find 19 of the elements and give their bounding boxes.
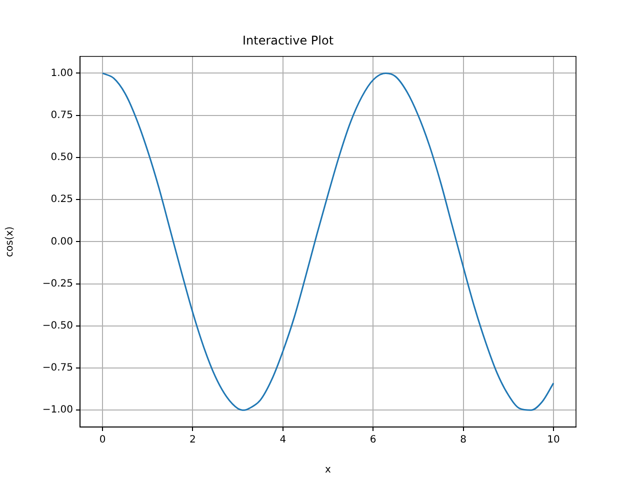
- x-tick-label: 0: [99, 434, 106, 446]
- x-tick-label: 10: [547, 434, 560, 446]
- x-axis-title: x: [325, 464, 332, 476]
- x-tick-label: 6: [370, 434, 376, 446]
- y-tick-label: 0.75: [50, 110, 73, 121]
- y-tick-label: −1.00: [42, 404, 73, 416]
- line-series: [102, 72, 554, 411]
- y-tick-label: 0.25: [50, 194, 73, 206]
- chart-title: Interactive Plot: [242, 33, 334, 48]
- x-tick-label: 2: [190, 434, 196, 446]
- x-tick-label: 4: [280, 434, 286, 446]
- y-tick-label: −0.50: [42, 320, 73, 332]
- y-tick-label: 0.50: [50, 152, 73, 164]
- y-axis-title: cos(x): [4, 226, 16, 257]
- y-tick-label: 1.00: [50, 68, 73, 79]
- y-tick-label: 0.00: [50, 236, 73, 248]
- y-tick-label: −0.25: [42, 278, 73, 290]
- y-tick-label: −0.75: [42, 362, 73, 374]
- x-tick-label: 8: [460, 434, 466, 446]
